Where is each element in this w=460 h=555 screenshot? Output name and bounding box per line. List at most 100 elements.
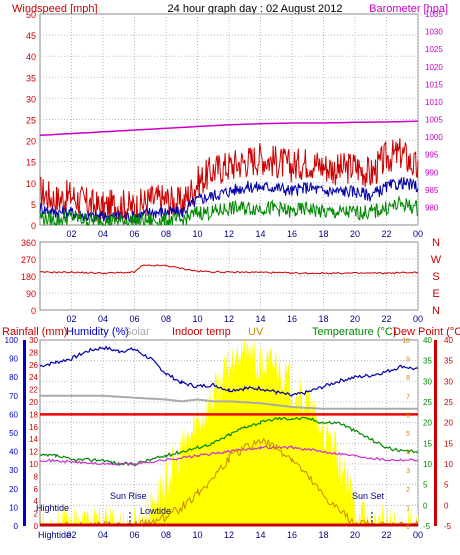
dewpoint-axis-label: Dew Point (°C) <box>393 326 460 338</box>
temperature-tick-label: 40 <box>423 336 432 345</box>
dewpoint-tick-label: 5 <box>444 481 449 490</box>
direction-tick-label: 90 <box>26 289 36 299</box>
bottom-x-tick-label: 20 <box>350 530 360 540</box>
barometer-series-line <box>39 120 418 137</box>
middle-x-tick-label: 22 <box>381 314 391 324</box>
dewpoint-tick-label: 40 <box>444 336 453 345</box>
humidity-tick-label: 60 <box>9 410 18 419</box>
dewpoint-tick-label: 0 <box>444 501 449 510</box>
compass-label: S <box>432 271 439 283</box>
rainfall-tick-label: 26 <box>29 361 38 370</box>
uv-tick-label: 1 <box>406 505 410 512</box>
temperature-tick-label: 5 <box>423 481 428 490</box>
temperature-tick-label: -5 <box>423 522 431 531</box>
humidity-tick-label: 100 <box>5 336 19 345</box>
dewpoint-series-line <box>39 444 419 466</box>
humidity-tick-label: 30 <box>9 466 18 475</box>
uv-tick-label: 6 <box>406 412 410 419</box>
lowtide-annotation: Lowtide <box>140 506 171 516</box>
barometer-tick-label: 985 <box>425 186 439 195</box>
windspeed-tick-label: 50 <box>26 10 36 20</box>
uv-tick-label: 5 <box>406 431 410 438</box>
dewpoint-tick-label: 30 <box>444 377 453 386</box>
bottom-x-tick-label: 02 <box>66 530 76 540</box>
bottom-x-tick-label: 18 <box>318 530 328 540</box>
middle-x-tick-label: 12 <box>224 314 234 324</box>
temperature-tick-label: 20 <box>423 419 432 428</box>
rainfall-tick-label: 30 <box>29 336 38 345</box>
compass-label: N <box>432 305 440 317</box>
uv-tick-label: 2 <box>406 487 410 494</box>
uv-tick-label: 8 <box>406 375 410 382</box>
solar-area <box>40 340 418 526</box>
top-x-tick-label: 02 <box>66 229 76 239</box>
hightide-annotation: Hightide <box>36 503 69 513</box>
humidity-tick-label: 20 <box>9 485 18 494</box>
middle-x-tick-label: 00 <box>413 314 423 324</box>
rainfall-tick-label: 18 <box>29 410 38 419</box>
barometer-tick-label: 1025 <box>425 45 443 54</box>
humidity-tick-label: 0 <box>14 522 19 531</box>
barometer-tick-label: 990 <box>425 168 439 177</box>
windspeed-tick-label: 25 <box>26 116 36 126</box>
bottom-x-tick-label: 14 <box>255 530 265 540</box>
uv-series-line <box>39 437 419 528</box>
dewpoint-axis-bar <box>434 340 437 526</box>
temperature-axis-label: Temperature (°C) <box>312 326 396 338</box>
windspeed-tick-label: 45 <box>26 31 36 41</box>
bottom-x-tick-label: 08 <box>161 530 171 540</box>
barometer-tick-label: 1035 <box>425 10 443 19</box>
middle-x-tick-label: 14 <box>255 314 265 324</box>
top-x-tick-label: 00 <box>413 229 423 239</box>
compass-label: W <box>431 254 442 266</box>
rainfall-tick-label: 4 <box>34 497 39 506</box>
rainfall-tick-label: 20 <box>29 398 38 407</box>
temperature-series-line <box>39 416 419 467</box>
middle-x-tick-label: 16 <box>287 314 297 324</box>
temperature-tick-label: 30 <box>423 377 432 386</box>
dewpoint-tick-label: 35 <box>444 357 453 366</box>
top-x-tick-label: 18 <box>318 229 328 239</box>
rainfall-tick-label: 24 <box>29 373 38 382</box>
humidity-tick-label: 80 <box>9 373 18 382</box>
direction-tick-label: 180 <box>21 272 36 282</box>
indoor-temp-label: Indoor temp <box>172 326 231 338</box>
top-x-tick-label: 10 <box>192 229 202 239</box>
wind-series-3-line <box>39 195 419 227</box>
compass-label: E <box>432 288 439 300</box>
top-panel-grid <box>40 14 419 225</box>
bottom-panel-grid <box>23 340 437 526</box>
bottom-x-tick-label: 10 <box>192 530 202 540</box>
top-x-tick-label: 12 <box>224 229 234 239</box>
rainfall-axis-label: Rainfall (mm) <box>2 326 67 338</box>
direction-tick-label: 0 <box>31 306 36 316</box>
axis-labels: 5045403530252015105010351030102510201015… <box>5 10 454 540</box>
windspeed-tick-label: 40 <box>26 52 36 62</box>
rainfall-tick-label: 16 <box>29 423 38 432</box>
bottom-x-tick-label: 16 <box>287 530 297 540</box>
rainfall-tick-label: 10 <box>29 460 38 469</box>
bottom-x-tick-label: 12 <box>224 530 234 540</box>
barometer-tick-label: 1000 <box>425 133 443 142</box>
uv-tick-label: 0 <box>406 524 410 531</box>
middle-panel-grid <box>40 242 419 310</box>
barometer-tick-label: 1020 <box>425 63 443 72</box>
rainfall-tick-label: 22 <box>29 386 38 395</box>
middle-x-tick-label: 08 <box>161 314 171 324</box>
windspeed-tick-label: 35 <box>26 73 36 83</box>
windspeed-tick-label: 5 <box>31 200 36 210</box>
dewpoint-tick-label: 20 <box>444 419 453 428</box>
rainfall-tick-label: 6 <box>34 485 39 494</box>
top-x-tick-label: 22 <box>381 229 391 239</box>
rainfall-tick-label: 2 <box>34 510 39 519</box>
uv-axis-label: UV <box>248 326 264 338</box>
temperature-tick-label: 10 <box>423 460 432 469</box>
middle-x-tick-label: 04 <box>98 314 108 324</box>
wind-direction-series-line <box>39 264 419 275</box>
humidity-tick-label: 90 <box>9 355 18 364</box>
solar-axis-label: Solar <box>124 326 150 338</box>
middle-x-tick-label: 20 <box>350 314 360 324</box>
graph-title: 24 hour graph day : 02 August 2012 <box>168 3 343 15</box>
barometer-tick-label: 980 <box>425 203 439 212</box>
rainfall-tick-label: 8 <box>34 472 39 481</box>
